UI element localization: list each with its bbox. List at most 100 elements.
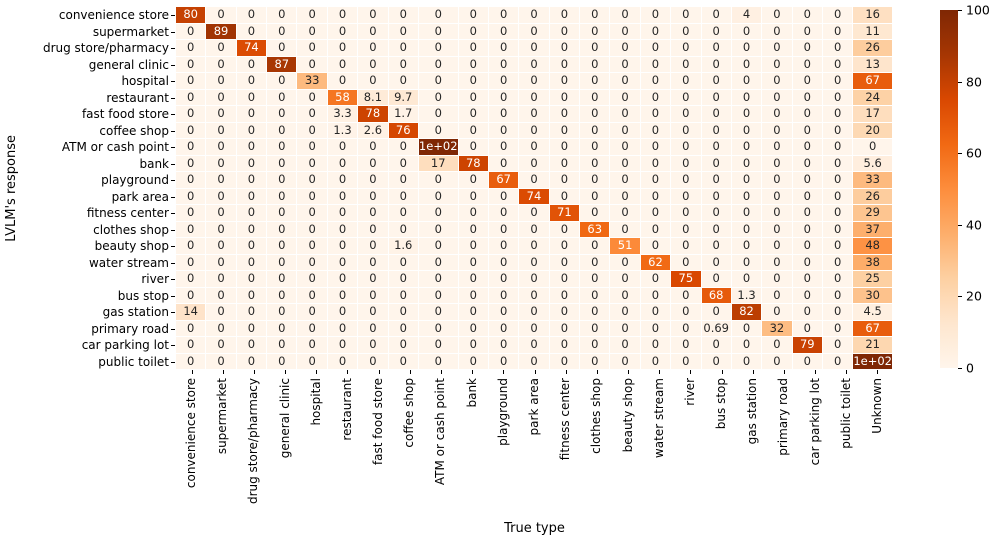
cell-value: 0 <box>833 188 842 203</box>
heatmap-cell: 0 <box>297 271 328 288</box>
cell-value: 0 <box>651 106 660 121</box>
cell-value: 0 <box>682 122 690 137</box>
heatmap-cell: 0 <box>822 205 854 222</box>
cell-value: 0 <box>651 23 660 38</box>
y-tick-mark <box>171 213 175 215</box>
cell-value: 0 <box>434 353 442 368</box>
heatmap-cell: 0 <box>731 40 763 57</box>
heatmap-cell: 0 <box>388 155 419 172</box>
cell-value: 0 <box>499 7 508 22</box>
heatmap-cell: 0 <box>488 221 520 238</box>
cell-value: 0 <box>712 172 720 187</box>
heatmap-cell: 0 <box>822 7 854 24</box>
heatmap-cell: 0 <box>327 271 359 288</box>
cell-value: 67 <box>496 172 511 187</box>
cell-value: 67 <box>865 73 880 88</box>
cell-value: 0 <box>530 7 538 22</box>
cell-value: 0 <box>591 271 599 286</box>
heatmap-cell: 0 <box>580 188 611 205</box>
cell-value: 0 <box>278 155 286 170</box>
colorbar-tick-label: 80 <box>966 74 982 90</box>
heatmap-cell: 0 <box>206 304 237 321</box>
heatmap-cell: 0 <box>236 304 268 321</box>
heatmap-cell: 0 <box>792 172 823 189</box>
x-tick-mark <box>596 370 598 374</box>
col-label: convenience store <box>184 378 199 489</box>
cell-value: 0 <box>187 106 195 121</box>
cell-value: 0 <box>499 304 508 319</box>
heatmap-cell: 0 <box>610 106 641 123</box>
heatmap-cell: 0 <box>488 205 520 222</box>
cell-value: 0 <box>803 353 811 368</box>
heatmap-cell: 0 <box>358 205 389 222</box>
cell-value: 0 <box>712 353 720 368</box>
cell-value: 0 <box>247 287 256 302</box>
col-label: drug store/pharmacy <box>246 378 261 505</box>
cell-value: 0 <box>217 7 225 22</box>
cell-value: 0 <box>187 89 195 104</box>
cell-value: 0 <box>338 155 347 170</box>
heatmap-cell: 0 <box>458 320 489 337</box>
cell-value: 0 <box>399 304 407 319</box>
heatmap-cell: 0 <box>671 221 702 238</box>
cell-value: 0 <box>651 337 660 352</box>
cell-value: 0 <box>308 7 316 22</box>
cell-value: 0 <box>833 271 842 286</box>
heatmap-cell: 0 <box>418 353 459 370</box>
cell-value: 0 <box>187 40 195 55</box>
heatmap-cell: 62 <box>640 254 672 271</box>
cell-value: 0 <box>308 106 316 121</box>
cell-value: 0 <box>278 23 286 38</box>
heatmap-cell: 0 <box>206 7 237 24</box>
cell-value: 0 <box>773 254 781 269</box>
heatmap-cell: 0 <box>610 188 641 205</box>
cell-value: 0 <box>560 353 569 368</box>
cell-value: 0 <box>530 40 538 55</box>
row-label: supermarket <box>92 24 169 39</box>
heatmap-cell: 0 <box>458 353 489 370</box>
heatmap-cell: 0 <box>549 155 581 172</box>
heatmap-cell: 0 <box>418 122 459 139</box>
heatmap-cell: 0 <box>822 73 854 90</box>
cell-value: 0 <box>833 287 842 302</box>
heatmap-cell: 0 <box>358 188 389 205</box>
heatmap-cell: 0 <box>822 254 854 271</box>
cell-value: 0 <box>187 287 195 302</box>
heatmap-cell: 0 <box>610 56 641 73</box>
cell-value: 0 <box>247 205 256 220</box>
cell-value: 0 <box>247 221 256 236</box>
cell-value: 0 <box>434 40 442 55</box>
cell-value: 0 <box>591 155 599 170</box>
cell-value: 0 <box>621 287 629 302</box>
heatmap-cell: 87 <box>267 56 298 73</box>
heatmap-cell: 0 <box>236 139 268 156</box>
heatmap-cell: 0 <box>640 205 672 222</box>
heatmap-cell: 0 <box>549 238 581 255</box>
cell-value: 0 <box>712 56 720 71</box>
heatmap-cell: 0 <box>731 188 763 205</box>
cell-value: 0 <box>560 337 569 352</box>
heatmap-cell: 0 <box>488 337 520 354</box>
cell-value: 0 <box>217 106 225 121</box>
cell-value: 0 <box>682 89 690 104</box>
heatmap-cell: 0 <box>358 254 389 271</box>
heatmap-cell: 0 <box>519 205 550 222</box>
heatmap-cell: 0 <box>701 56 732 73</box>
row-label: public toilet <box>98 354 169 369</box>
cell-value: 0 <box>621 304 629 319</box>
col-label-wrap: fast food store <box>371 378 385 465</box>
cell-value: 0 <box>187 221 195 236</box>
cell-value: 0 <box>469 188 477 203</box>
heatmap-cell: 0 <box>822 122 854 139</box>
heatmap-cell: 0 <box>519 139 550 156</box>
heatmap-cell: 0 <box>358 40 389 57</box>
heatmap-cell: 0 <box>176 271 207 288</box>
cell-value: 0 <box>247 139 256 154</box>
heatmap-cell: 0 <box>762 238 793 255</box>
cell-value: 0 <box>742 320 751 335</box>
heatmap-cell: 0 <box>580 353 611 370</box>
cell-value: 0 <box>308 304 316 319</box>
cell-value: 32 <box>769 320 785 335</box>
heatmap-cell: 1e+02 <box>853 353 893 370</box>
cell-value: 0 <box>773 304 781 319</box>
